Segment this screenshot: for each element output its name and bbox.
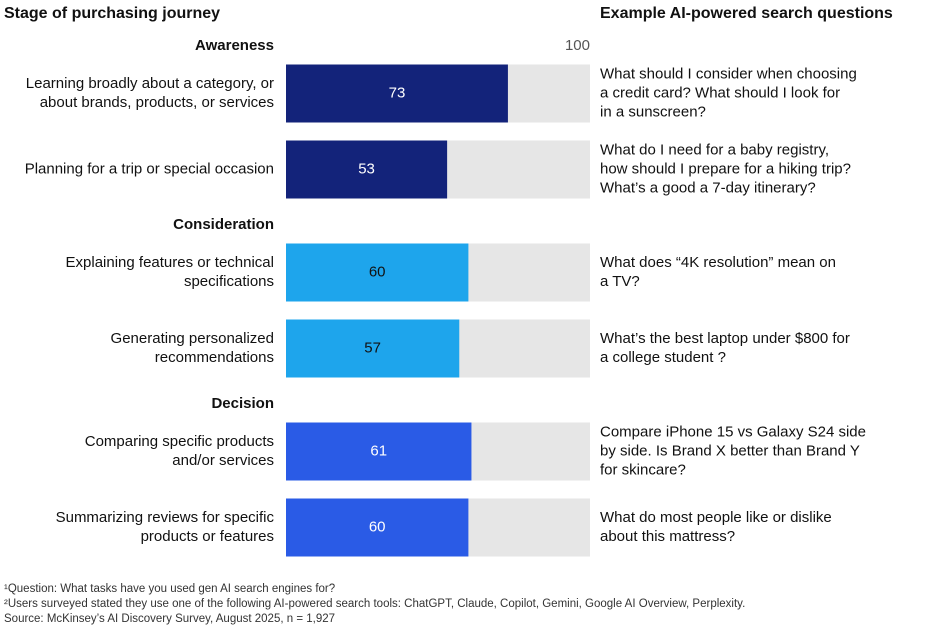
example-question: how should I prepare for a hiking trip? — [600, 160, 851, 177]
group-label: Consideration — [173, 216, 274, 233]
group-label: Decision — [211, 395, 274, 412]
example-question: a credit card? What should I look for — [600, 84, 840, 101]
bar-value-label: 60 — [369, 263, 386, 280]
bar — [286, 319, 460, 378]
example-question: Compare iPhone 15 vs Galaxy S24 side — [600, 423, 866, 440]
example-question: about this mattress? — [600, 528, 735, 545]
category-label: about brands, products, or services — [40, 94, 274, 111]
category-label: Summarizing reviews for specific — [56, 509, 275, 526]
example-question: for skincare? — [600, 461, 686, 478]
example-question: in a sunscreen? — [600, 103, 706, 120]
bar — [286, 243, 469, 302]
category-label: and/or services — [172, 452, 274, 469]
category-label: Generating personalized — [111, 330, 274, 347]
group-label: Awareness — [195, 37, 274, 54]
example-question: a college student ? — [600, 349, 726, 366]
example-question: What’s a good a 7-day itinerary? — [600, 179, 816, 196]
example-question: What do I need for a baby registry, — [600, 141, 829, 158]
category-label: recommendations — [155, 349, 274, 366]
bar-value-label: 60 — [369, 518, 386, 535]
example-question: a TV? — [600, 273, 640, 290]
category-label: products or features — [141, 528, 274, 545]
category-label: Explaining features or technical — [66, 254, 274, 271]
bar — [286, 64, 508, 123]
left-header: Stage of purchasing journey — [4, 5, 220, 22]
example-question: What does “4K resolution” mean on — [600, 254, 836, 271]
right-header: Example AI-powered search questions — [600, 5, 893, 22]
bar-value-label: 53 — [358, 160, 375, 177]
footnote: ²Users surveyed stated they use one of t… — [4, 598, 745, 610]
bar — [286, 140, 448, 199]
category-label: Learning broadly about a category, or — [26, 75, 274, 92]
bar — [286, 498, 469, 557]
category-label: Comparing specific products — [85, 433, 274, 450]
example-question: What’s the best laptop under $800 for — [600, 330, 850, 347]
footnote: ¹Question: What tasks have you used gen … — [4, 583, 335, 595]
x-tick-label: 100 — [565, 37, 590, 54]
example-question: What should I consider when choosing — [600, 65, 857, 82]
bar-value-label: 73 — [389, 84, 406, 101]
example-question: by side. Is Brand X better than Brand Y — [600, 442, 860, 459]
bar-value-label: 61 — [370, 442, 387, 459]
bar-value-label: 57 — [364, 339, 381, 356]
example-question: What do most people like or dislike — [600, 509, 832, 526]
category-label: Planning for a trip or special occasion — [25, 160, 274, 177]
footnote: Source: McKinsey’s AI Discovery Survey, … — [4, 613, 335, 625]
bar — [286, 422, 472, 481]
category-label: specifications — [184, 273, 274, 290]
